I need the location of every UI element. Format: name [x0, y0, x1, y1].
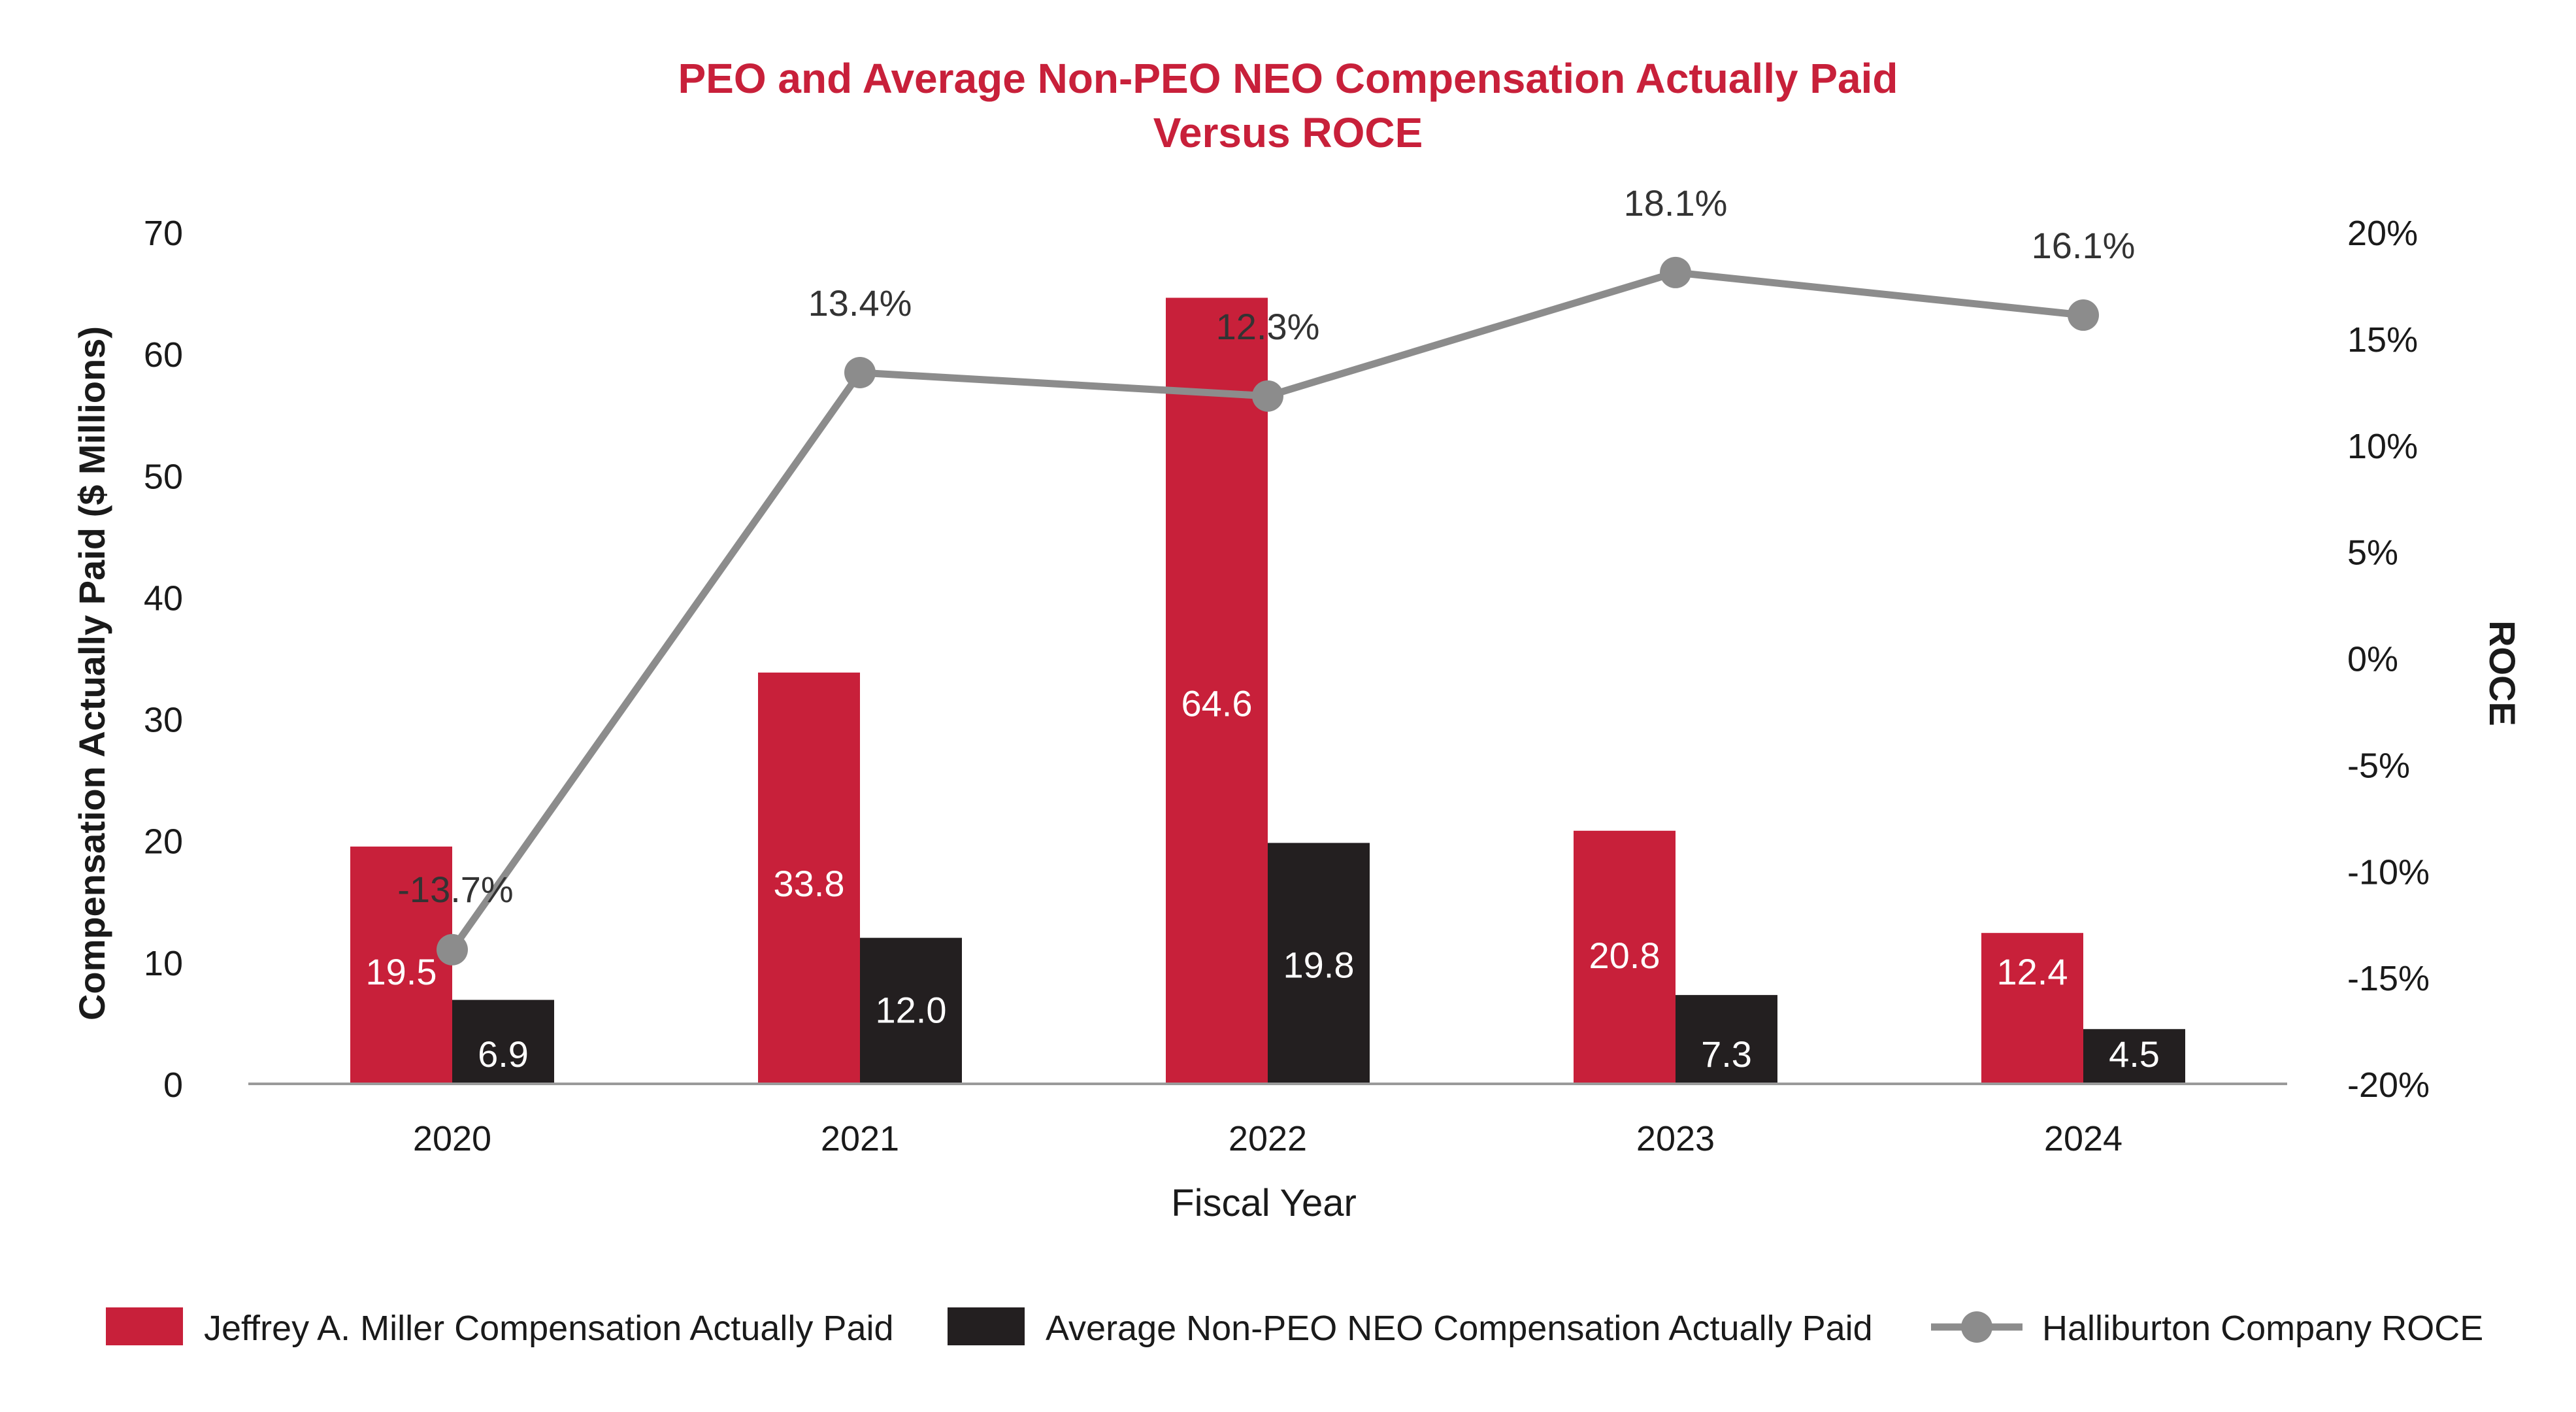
bar-non-peo: [860, 937, 962, 1084]
roce-value-label: -13.7%: [397, 869, 513, 910]
y-axis-title: Compensation Actually Paid ($ Millions): [71, 326, 112, 1020]
bar-value-label: 12.0: [876, 990, 947, 1031]
roce-value-label: 16.1%: [2032, 225, 2136, 266]
chart-title-line-2: Versus ROCE: [1153, 109, 1423, 156]
y-tick-label: 60: [144, 335, 183, 375]
bar-value-label: 19.8: [1283, 944, 1355, 985]
bar-non-peo: [2083, 1029, 2185, 1084]
legend-label: Jeffrey A. Miller Compensation Actually …: [204, 1309, 894, 1348]
bar-peo: [1166, 297, 1268, 1084]
x-axis-title: Fiscal Year: [1171, 1182, 1357, 1224]
y2-tick-label: 10%: [2347, 427, 2418, 466]
roce-point: [1252, 380, 1283, 412]
x-tick-label: 2023: [1636, 1119, 1715, 1158]
y2-tick-label: 20%: [2347, 214, 2418, 253]
y-tick-label: 10: [144, 944, 183, 983]
y-tick-label: 30: [144, 701, 183, 740]
bar-peo: [1981, 933, 2083, 1084]
bar-value-label: 12.4: [1997, 951, 2068, 992]
bar-value-label: 6.9: [478, 1034, 529, 1075]
legend-swatch-roce-marker: [1961, 1311, 1992, 1343]
bar-non-peo: [452, 1000, 554, 1084]
y2-tick-label: -20%: [2347, 1066, 2430, 1105]
y-tick-label: 0: [163, 1066, 183, 1105]
y-tick-label: 50: [144, 457, 183, 496]
y2-tick-label: -5%: [2347, 746, 2410, 785]
legend: Jeffrey A. Miller Compensation Actually …: [106, 1307, 2483, 1348]
x-tick-label: 2021: [821, 1119, 899, 1158]
y2-tick-label: 5%: [2347, 533, 2398, 573]
bar-value-label: 4.5: [2109, 1034, 2160, 1075]
roce-point: [437, 933, 468, 966]
y2-tick-label: -10%: [2347, 852, 2430, 892]
bar-non-peo: [1676, 995, 1777, 1084]
bar-peo: [1574, 830, 1676, 1084]
bar-value-label: 20.8: [1589, 935, 1660, 976]
bar-value-label: 64.6: [1181, 683, 1253, 724]
bar-peo: [758, 672, 860, 1084]
x-tick-label: 2024: [2044, 1119, 2122, 1158]
legend-label: Halliburton Company ROCE: [2042, 1309, 2483, 1348]
y2-tick-label: -15%: [2347, 959, 2430, 998]
y2-axis-title: ROCE: [2482, 620, 2523, 726]
y2-tick-label: 0%: [2347, 640, 2398, 679]
x-tick-label: 2020: [413, 1119, 491, 1158]
y-tick-label: 40: [144, 579, 183, 618]
chart-title-line-1: PEO and Average Non-PEO NEO Compensation…: [678, 55, 1898, 102]
bar-value-label: 33.8: [774, 863, 845, 904]
bar-non-peo: [1268, 843, 1370, 1084]
legend-swatch-peo: [106, 1307, 183, 1345]
roce-point: [2068, 299, 2099, 331]
legend-label: Average Non-PEO NEO Compensation Actuall…: [1046, 1309, 1873, 1348]
y-tick-label: 70: [144, 214, 183, 253]
bar-value-label: 7.3: [1701, 1034, 1752, 1075]
plot-area: 0 10 20 30 40 50 60 70 -20% -15% -10% -5% 0% 5% 10% 15%…: [144, 182, 2430, 1158]
roce-point: [844, 356, 876, 388]
roce-point: [1660, 256, 1691, 288]
roce-value-label: 18.1%: [1624, 182, 1728, 224]
x-tick-label: 2022: [1229, 1119, 1307, 1158]
roce-value-label: 13.4%: [808, 282, 912, 324]
y2-tick-label: 15%: [2347, 320, 2418, 360]
legend-swatch-non-peo: [948, 1307, 1025, 1345]
roce-value-label: 12.3%: [1216, 306, 1320, 347]
bar-value-label: 19.5: [366, 951, 437, 992]
bar-peo: [350, 847, 452, 1084]
y-tick-label: 20: [144, 822, 183, 862]
